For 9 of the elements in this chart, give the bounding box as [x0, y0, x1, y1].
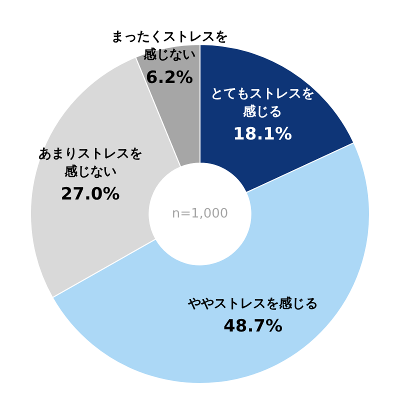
text: n=1,000 [172, 206, 228, 222]
data-label: 48.7% [224, 316, 283, 337]
data-label: 18.1% [233, 124, 292, 145]
slice-label: とてもストレスを感じる [210, 86, 315, 120]
slice-label: まったくストレスを感じない [110, 30, 228, 63]
data-label: 27.0% [60, 184, 120, 204]
slice-label: あまりストレスを感じない [38, 146, 142, 180]
data-label: 6.2% [146, 68, 194, 88]
slice-label: ややストレスを感じる [187, 296, 318, 312]
